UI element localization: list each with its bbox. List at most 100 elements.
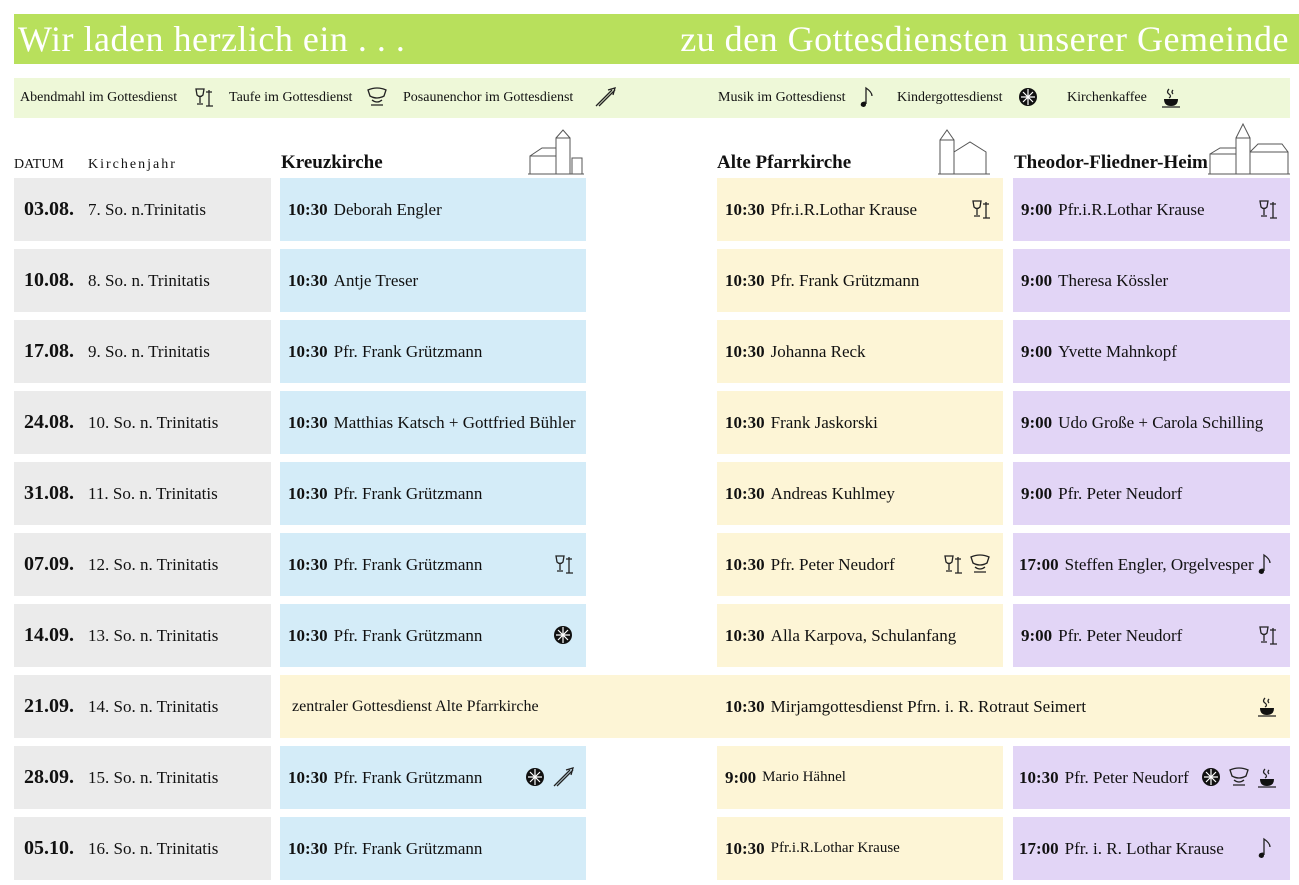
service-cell: 10:30 Pfr. Peter Neudorf bbox=[717, 533, 1003, 596]
church-drawing bbox=[938, 129, 990, 175]
name: Pfr. Frank Grützmann bbox=[333, 625, 483, 645]
service-cell: 9:00 Udo Große + Carola Schilling bbox=[1013, 391, 1290, 454]
legend-label: Abendmahl im Gottesdienst bbox=[20, 90, 178, 105]
icon-horn bbox=[552, 766, 574, 793]
date-cell: 31.08. 11. So. n. Trinitatis bbox=[14, 462, 271, 525]
service-cell: 10:30 Pfr. Peter Neudorf bbox=[1013, 746, 1290, 809]
service-cell: 9:00 Pfr.i.R.Lothar Krause bbox=[1013, 178, 1290, 241]
name: Pfr. Frank Grützmann bbox=[333, 767, 483, 787]
sunday: 13. So. n. Trinitatis bbox=[88, 625, 219, 645]
kreuz-header: Kreuzkirche bbox=[281, 152, 383, 173]
time: 10:30 bbox=[725, 625, 765, 645]
time: 10:30 bbox=[725, 696, 765, 716]
date-cell: 17.08. 9. So. n. Trinitatis bbox=[14, 320, 271, 383]
date: 17.08. bbox=[24, 340, 74, 362]
date: 24.08. bbox=[24, 411, 74, 433]
sunday: 15. So. n. Trinitatis bbox=[88, 767, 219, 787]
sunday: 10. So. n. Trinitatis bbox=[88, 412, 219, 432]
name: Pfr. Frank Grützmann bbox=[770, 270, 920, 290]
date-cell: 28.09. 15. So. n. Trinitatis bbox=[14, 746, 271, 809]
icon-chalice bbox=[552, 553, 574, 580]
name: Johanna Reck bbox=[770, 341, 866, 361]
service-cell: 10:30 Alla Karpova, Schulanfang bbox=[717, 604, 1003, 667]
icon-shape bbox=[1258, 768, 1276, 788]
service-cell: 10:30 Deborah Engler bbox=[280, 178, 586, 241]
name: Mirjamgottesdienst Pfrn. i. R. Rotraut S… bbox=[770, 696, 1087, 716]
service-cell: 10:30 Andreas Kuhlmey bbox=[717, 462, 1003, 525]
sunday: 7. So. n.Trinitatis bbox=[88, 199, 206, 219]
name: Alla Karpova, Schulanfang bbox=[770, 625, 957, 645]
time: 10:30 bbox=[725, 199, 765, 219]
name: Pfr. i. R. Lothar Krause bbox=[1064, 838, 1224, 858]
banner: Wir laden herzlich ein . . . zu den Gott… bbox=[14, 14, 1299, 64]
time: 10:30 bbox=[725, 412, 765, 432]
legend-label: Kindergottesdienst bbox=[897, 90, 1003, 105]
legend-label: Kirchenkaffee bbox=[1067, 90, 1147, 105]
service-cell: 10:30 Johanna Reck bbox=[717, 320, 1003, 383]
time: 10:30 bbox=[1019, 767, 1059, 787]
church-drawing bbox=[1208, 122, 1290, 175]
icon-shape bbox=[1258, 697, 1276, 717]
icon-kids bbox=[524, 766, 546, 793]
icon-shape bbox=[1202, 768, 1220, 786]
name: Pfr. Frank Grützmann bbox=[333, 554, 483, 574]
name: Matthias Katsch + Gottfried Bühler bbox=[333, 412, 576, 432]
icon-shape bbox=[555, 555, 573, 574]
icon-font bbox=[969, 553, 991, 580]
icon-shape bbox=[860, 86, 873, 107]
name: Pfr. Peter Neudorf bbox=[1058, 625, 1183, 645]
time: 9:00 bbox=[1021, 625, 1053, 645]
name: Pfr. Frank Grützmann bbox=[333, 483, 483, 503]
sunday: 11. So. n. Trinitatis bbox=[88, 483, 218, 503]
time: 9:00 bbox=[1021, 483, 1053, 503]
icon-note bbox=[1256, 837, 1278, 864]
service-cell: 10:30 Mirjamgottesdienst Pfrn. i. R. Rotr… bbox=[717, 675, 1290, 738]
sunday: 12. So. n. Trinitatis bbox=[88, 554, 219, 574]
name: Pfr.i.R.Lothar Krause bbox=[770, 840, 900, 856]
icon-kids bbox=[1017, 86, 1039, 113]
service-cell: 17:00 Steffen Engler, Orgelvesper bbox=[1013, 533, 1290, 596]
sunday: 16. So. n. Trinitatis bbox=[88, 838, 219, 858]
time: 10:30 bbox=[725, 554, 765, 574]
service-cell: zentraler Gottesdienst Alte Pfarrkirche bbox=[280, 675, 717, 738]
icon-horn bbox=[594, 86, 616, 113]
service-cell: 10:30 Pfr. Frank Grützmann bbox=[717, 249, 1003, 312]
name: Pfr.i.R.Lothar Krause bbox=[1058, 199, 1205, 219]
time: 10:30 bbox=[725, 838, 765, 858]
service-cell: 9:00 Pfr. Peter Neudorf bbox=[1013, 604, 1290, 667]
time: 9:00 bbox=[1021, 199, 1053, 219]
name: Udo Große + Carola Schilling bbox=[1058, 412, 1264, 432]
icon-shape bbox=[1019, 88, 1037, 106]
icon-shape bbox=[554, 626, 572, 644]
name: zentraler Gottesdienst Alte Pfarrkirche bbox=[292, 697, 539, 715]
time: 10:30 bbox=[288, 270, 328, 290]
service-cell: 10:30 Frank Jaskorski bbox=[717, 391, 1003, 454]
service-cell: 10:30 Pfr.i.R.Lothar Krause bbox=[717, 178, 1003, 241]
date: 03.08. bbox=[24, 198, 74, 220]
name: Deborah Engler bbox=[333, 199, 442, 219]
icon-font bbox=[366, 86, 388, 113]
name: Mario Hähnel bbox=[762, 769, 846, 785]
icon-coffee bbox=[1160, 86, 1182, 113]
icon-shape bbox=[195, 88, 213, 107]
time: 9:00 bbox=[725, 767, 757, 787]
date: 10.08. bbox=[24, 269, 74, 291]
sunday: 9. So. n. Trinitatis bbox=[88, 341, 210, 361]
service-cell: 9:00 Yvette Mahnkopf bbox=[1013, 320, 1290, 383]
icon-shape bbox=[944, 555, 962, 574]
time: 9:00 bbox=[1021, 412, 1053, 432]
date-header: DATUM bbox=[14, 157, 64, 172]
icon-font bbox=[1228, 766, 1250, 793]
date-cell: 05.10. 16. So. n. Trinitatis bbox=[14, 817, 271, 880]
icon-note bbox=[1256, 553, 1278, 580]
date-cell: 14.09. 13. So. n. Trinitatis bbox=[14, 604, 271, 667]
icon-shape bbox=[1259, 626, 1277, 645]
time: 10:30 bbox=[288, 838, 328, 858]
icon-shape bbox=[970, 554, 990, 573]
name: Pfr. Peter Neudorf bbox=[1064, 767, 1189, 787]
icon-coffee bbox=[1256, 766, 1278, 793]
icon-chalice bbox=[192, 86, 214, 113]
time: 10:30 bbox=[725, 270, 765, 290]
time: 10:30 bbox=[288, 199, 328, 219]
